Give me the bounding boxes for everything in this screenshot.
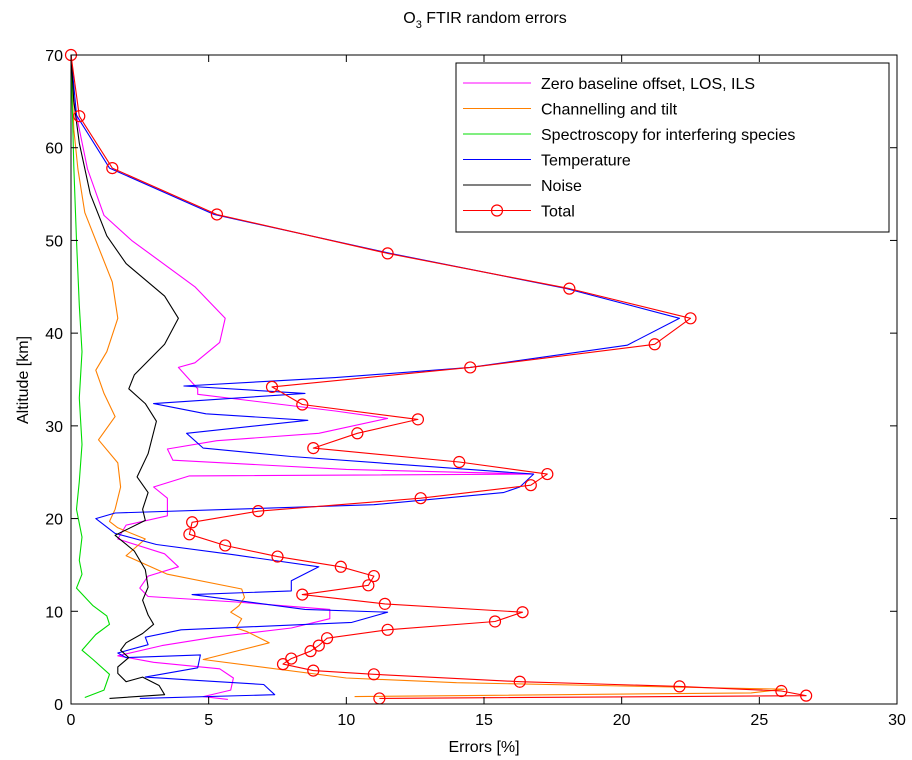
data-point bbox=[271, 550, 284, 563]
legend-box bbox=[455, 62, 890, 233]
chart-title-rest: FTIR random errors bbox=[422, 10, 567, 27]
data-point bbox=[186, 516, 199, 529]
series-line-zero-baseline-offset-los-ils bbox=[70, 54, 535, 700]
y-tick-label: 20 bbox=[45, 512, 63, 529]
data-point bbox=[312, 639, 325, 652]
data-point bbox=[362, 579, 375, 592]
y-axis-label: Altitude [km] bbox=[15, 336, 32, 424]
data-point bbox=[276, 658, 290, 671]
data-point bbox=[775, 684, 788, 698]
data-point bbox=[673, 680, 686, 693]
series-line-temperature bbox=[70, 54, 681, 699]
data-point bbox=[453, 455, 466, 469]
x-tick-label: 30 bbox=[888, 712, 906, 729]
legend-label: Zero baseline offset, LOS, ILS bbox=[541, 76, 755, 93]
legend-label: Total bbox=[541, 204, 575, 221]
data-point bbox=[684, 312, 697, 325]
data-point bbox=[488, 615, 502, 628]
legend-label: Spectroscopy for interfering species bbox=[541, 127, 795, 144]
series-zero-baseline-offset-los-ils bbox=[70, 54, 535, 700]
x-tick-label: 20 bbox=[613, 712, 631, 729]
data-point bbox=[648, 338, 661, 351]
data-point bbox=[378, 597, 391, 610]
data-point bbox=[411, 413, 425, 426]
series-spectroscopy-for-interfering-species bbox=[70, 54, 111, 699]
chart-title-subscript: 3 bbox=[416, 19, 422, 31]
series-line-channelling-and-tilt bbox=[70, 54, 785, 698]
legend-item-channelling-and-tilt: Channelling and tilt bbox=[463, 102, 678, 119]
y-tick-label: 60 bbox=[45, 141, 63, 158]
series-line-spectroscopy-for-interfering-species bbox=[70, 54, 111, 699]
legend-item-total: Total bbox=[463, 204, 575, 221]
data-point bbox=[516, 606, 529, 619]
x-tick-label: 10 bbox=[337, 712, 355, 729]
data-point bbox=[320, 632, 334, 645]
data-point bbox=[307, 442, 320, 455]
legend-item-temperature: Temperature bbox=[463, 153, 631, 170]
chart-title: O3 FTIR random errors bbox=[403, 10, 567, 31]
data-point bbox=[367, 569, 380, 583]
x-axis-label: Errors [%] bbox=[448, 739, 519, 756]
data-point bbox=[334, 560, 347, 573]
data-point bbox=[307, 664, 320, 677]
x-tick-label: 15 bbox=[475, 712, 493, 729]
x-tick-label: 25 bbox=[750, 712, 768, 729]
data-point bbox=[183, 528, 196, 541]
data-point bbox=[265, 380, 279, 394]
data-point bbox=[524, 479, 537, 492]
data-point bbox=[210, 208, 224, 221]
ticks-layer: 0 5 10 15 20 25 30 0 10 20 30 40 50 60 70 bbox=[45, 48, 906, 729]
data-point bbox=[541, 467, 554, 481]
y-tick-label: 10 bbox=[45, 604, 63, 621]
data-point bbox=[563, 282, 576, 295]
legend-item-noise: Noise bbox=[463, 178, 582, 195]
data-point bbox=[367, 668, 380, 681]
y-tick-label: 30 bbox=[45, 419, 63, 436]
data-point bbox=[351, 427, 364, 440]
legend-label: Channelling and tilt bbox=[541, 102, 678, 119]
series-noise bbox=[70, 54, 179, 699]
data-point bbox=[304, 645, 317, 658]
y-tick-label: 40 bbox=[45, 326, 63, 343]
data-point bbox=[381, 623, 394, 636]
legend-items: Zero baseline offset, LOS, ILS Channellin… bbox=[463, 76, 795, 221]
legend: Zero baseline offset, LOS, ILS Channellin… bbox=[455, 62, 890, 233]
data-point bbox=[513, 675, 526, 688]
data-point bbox=[106, 162, 119, 175]
data-point bbox=[219, 539, 232, 552]
series-total bbox=[64, 48, 813, 705]
y-tick-label: 70 bbox=[45, 48, 63, 65]
y-tick-label: 50 bbox=[45, 233, 63, 250]
data-point bbox=[414, 492, 427, 505]
series-layer bbox=[64, 48, 813, 705]
data-point bbox=[464, 361, 477, 374]
data-point bbox=[73, 110, 86, 123]
data-point bbox=[296, 398, 309, 411]
data-point bbox=[800, 689, 813, 702]
legend-label: Noise bbox=[541, 178, 582, 195]
series-temperature bbox=[70, 54, 681, 699]
series-line-noise bbox=[70, 54, 179, 699]
data-point bbox=[252, 505, 265, 518]
legend-label: Temperature bbox=[541, 153, 631, 170]
y-tick-label: 0 bbox=[54, 697, 63, 714]
x-tick-label: 0 bbox=[67, 712, 76, 729]
x-tick-label: 5 bbox=[204, 712, 213, 729]
series-line-total bbox=[70, 54, 807, 699]
data-point bbox=[285, 652, 298, 665]
series-channelling-and-tilt bbox=[70, 54, 785, 698]
data-point bbox=[296, 588, 309, 601]
legend-marker bbox=[490, 204, 504, 217]
data-point bbox=[381, 247, 394, 260]
legend-item-spectroscopy-for-interfering-species: Spectroscopy for interfering species bbox=[463, 127, 795, 144]
legend-item-zero-baseline-offset-los-ils: Zero baseline offset, LOS, ILS bbox=[463, 76, 755, 93]
